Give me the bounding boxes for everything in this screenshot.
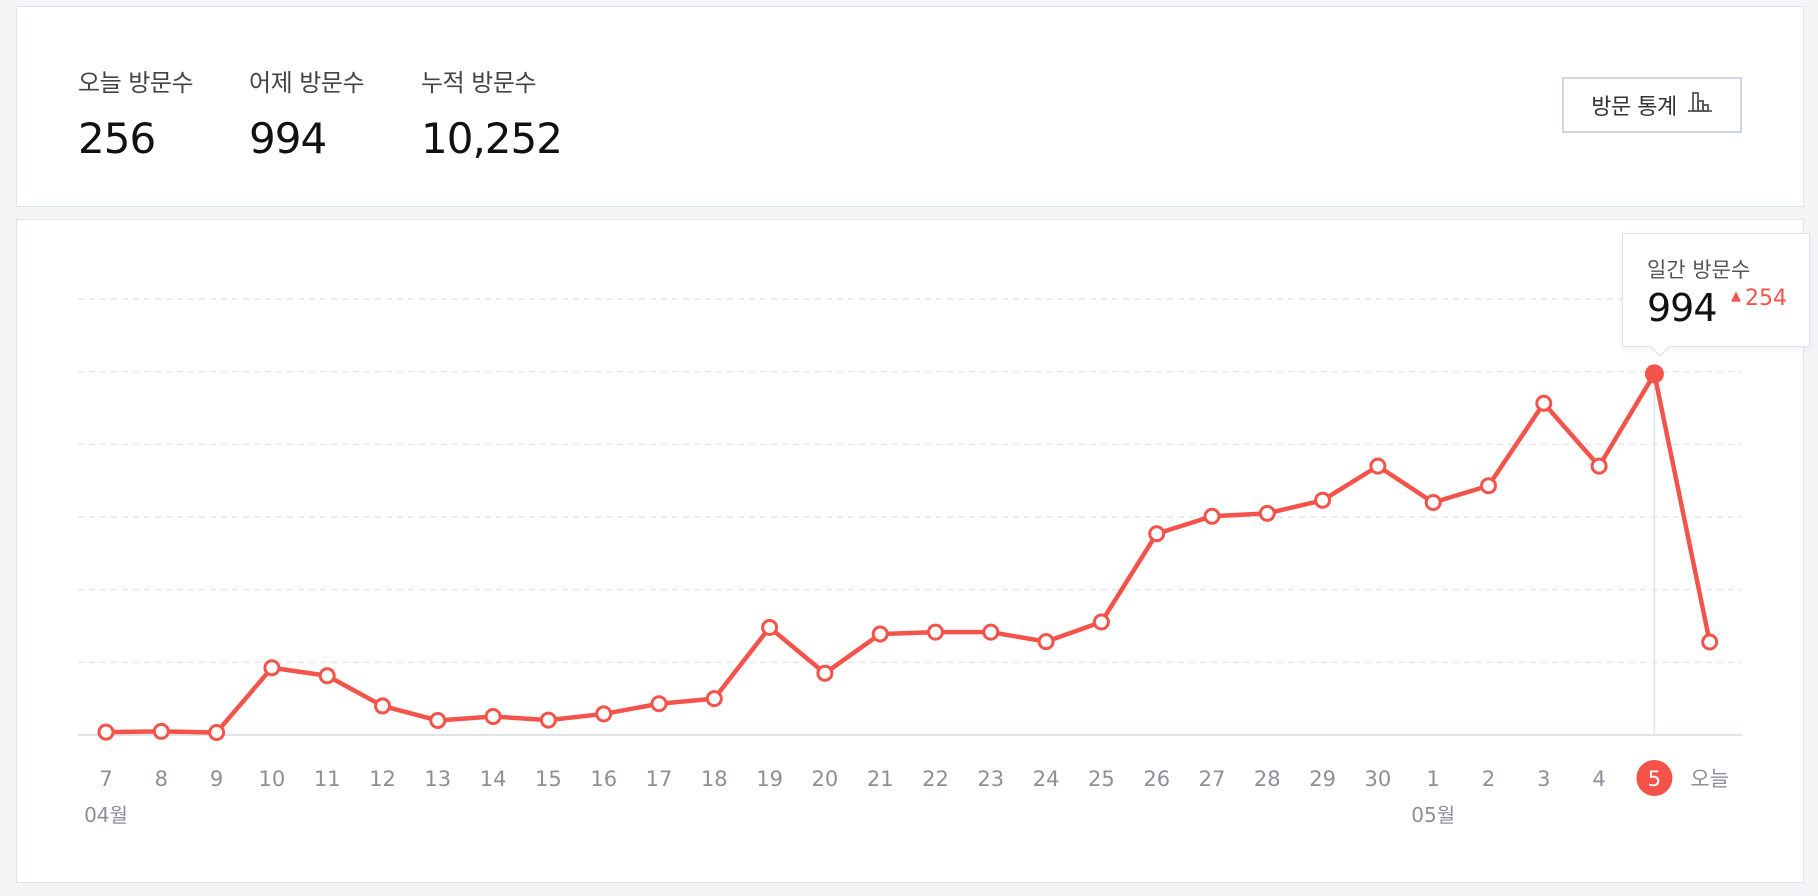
visit-stats-card: 오늘 방문수 256 어제 방문수 994 누적 방문수 10,252 방문 통… (16, 6, 1804, 207)
x-tick-label: 24 (1033, 767, 1060, 791)
x-tick-label-selected: 5 (1648, 767, 1661, 791)
data-point (1148, 525, 1166, 543)
data-point (1424, 493, 1442, 511)
data-point (650, 695, 668, 713)
data-point (97, 723, 115, 741)
data-point (263, 659, 281, 677)
tooltip-delta-value: 254 (1745, 286, 1787, 311)
x-tick-label: 19 (756, 767, 783, 791)
x-tick-label: 22 (922, 767, 949, 791)
x-tick-label: 7 (99, 767, 112, 791)
data-point (429, 711, 447, 729)
x-tick-label: 9 (210, 767, 223, 791)
data-point (1590, 457, 1608, 475)
x-tick-label: 20 (812, 767, 839, 791)
x-tick-label: 4 (1592, 767, 1605, 791)
data-point (1258, 504, 1276, 522)
x-tick-label: 10 (259, 767, 286, 791)
x-tick-label: 13 (424, 767, 451, 791)
data-point (816, 664, 834, 682)
stat-yesterday: 어제 방문수 994 (249, 63, 365, 163)
data-point (1203, 507, 1221, 525)
data-point (1369, 457, 1387, 475)
x-tick-label: 오늘 (1690, 767, 1729, 791)
data-point (1535, 394, 1553, 412)
visit-stats-button[interactable]: 방문 통계 (1562, 77, 1742, 133)
data-point (982, 623, 1000, 641)
x-tick-label: 18 (701, 767, 728, 791)
data-point (152, 722, 170, 740)
x-month-label: 04월 (84, 803, 128, 827)
data-point (318, 667, 336, 685)
data-point (484, 707, 502, 725)
daily-visits-chart-card (16, 219, 1804, 883)
tooltip-label: 일간 방문수 (1647, 258, 1751, 282)
x-tick-label: 28 (1254, 767, 1281, 791)
x-tick-label: 1 (1427, 767, 1440, 791)
x-tick-label: 26 (1143, 767, 1170, 791)
visit-stats-button-label: 방문 통계 (1591, 95, 1677, 120)
stat-today-value: 256 (78, 114, 156, 163)
x-tick-label: 14 (480, 767, 507, 791)
data-point (1092, 613, 1110, 631)
data-point (1701, 633, 1719, 651)
stat-yesterday-value: 994 (249, 114, 327, 163)
x-tick-label: 30 (1365, 767, 1392, 791)
x-tick-label: 2 (1482, 767, 1495, 791)
data-point (374, 697, 391, 715)
data-point (705, 690, 723, 708)
x-month-label: 05월 (1411, 803, 1455, 827)
bar-chart-icon (1687, 91, 1713, 119)
x-tick-label: 3 (1537, 767, 1550, 791)
data-point (1037, 633, 1055, 651)
stat-yesterday-label: 어제 방문수 (249, 69, 365, 97)
x-tick-label: 12 (369, 767, 396, 791)
data-point-highlighted (1644, 364, 1664, 384)
data-point (208, 723, 226, 741)
data-point (871, 625, 889, 643)
stat-today: 오늘 방문수 256 (78, 63, 194, 163)
x-tick-label: 11 (314, 767, 341, 791)
series-line (103, 371, 1712, 735)
x-tick-label: 21 (867, 767, 894, 791)
x-tick-label: 25 (1088, 767, 1115, 791)
stat-total: 누적 방문수 10,252 (421, 63, 563, 163)
stat-total-value: 10,252 (421, 114, 563, 163)
data-point (761, 618, 779, 636)
triangle-up-icon: ▲ (1731, 289, 1741, 304)
selected-day-badge (1636, 760, 1673, 796)
data-point (539, 711, 557, 729)
stat-today-label: 오늘 방문수 (78, 69, 194, 97)
stat-total-label: 누적 방문수 (421, 69, 537, 97)
x-tick-label: 16 (590, 767, 617, 791)
data-point (595, 705, 613, 723)
x-tick-label: 23 (977, 767, 1004, 791)
x-tick-label: 8 (155, 767, 168, 791)
tooltip-value: 994 (1647, 286, 1718, 330)
x-tick-label: 15 (535, 767, 562, 791)
data-point (927, 623, 944, 641)
data-point (1480, 477, 1497, 495)
x-tick-label: 27 (1199, 767, 1226, 791)
x-tick-label: 29 (1309, 767, 1336, 791)
data-point (1314, 491, 1332, 509)
x-tick-label: 17 (646, 767, 673, 791)
chart-tooltip: 일간 방문수 994 ▲ 254 (1622, 233, 1810, 357)
tooltip-delta: ▲ 254 (1731, 286, 1787, 311)
